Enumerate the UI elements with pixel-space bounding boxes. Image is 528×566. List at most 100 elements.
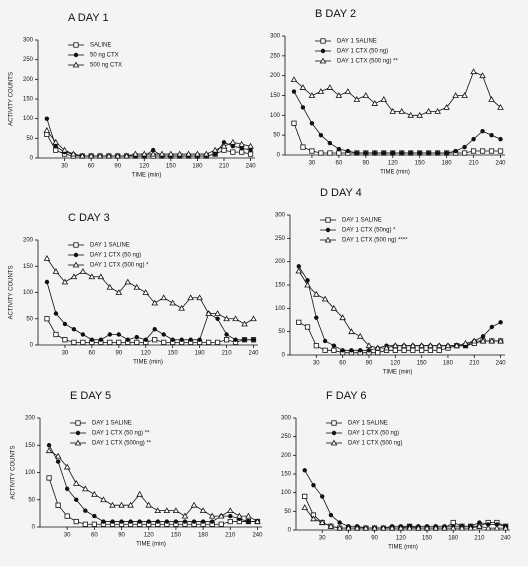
marker (80, 339, 86, 345)
marker (91, 490, 98, 497)
marker (127, 501, 134, 508)
marker (82, 485, 89, 492)
x-axis-label: TIME (min) (388, 545, 418, 551)
marker (221, 140, 227, 145)
marker (299, 84, 307, 90)
x-tick-label: 30 (313, 361, 320, 367)
x-tick-label: 30 (309, 161, 316, 167)
marker (479, 148, 486, 154)
marker (291, 120, 297, 126)
marker (62, 337, 68, 343)
x-tick-label: 180 (195, 351, 206, 357)
legend-label: DAY 1 CTX (500 ng) * (90, 263, 149, 269)
marker (320, 38, 326, 44)
marker (106, 283, 114, 290)
marker (70, 150, 77, 157)
marker (224, 332, 229, 337)
y-tick-label: 200 (23, 238, 34, 244)
marker (441, 524, 448, 531)
x-tick-label: 210 (225, 533, 236, 539)
marker (246, 519, 251, 524)
marker (98, 337, 104, 342)
marker (145, 501, 153, 508)
marker (436, 347, 442, 353)
y-tick-label: 50 (278, 329, 285, 335)
marker (497, 337, 504, 344)
marker (337, 520, 342, 525)
marker (61, 278, 69, 285)
marker (134, 334, 139, 340)
marker (497, 103, 504, 110)
marker (318, 519, 326, 525)
y-tick-label: 300 (275, 213, 286, 219)
marker (320, 48, 326, 54)
marker (366, 348, 372, 353)
marker (110, 519, 115, 524)
marker (400, 342, 408, 349)
marker (187, 294, 194, 301)
marker (71, 339, 77, 345)
marker (132, 150, 139, 157)
marker (203, 150, 210, 157)
marker (228, 513, 233, 519)
marker (230, 149, 236, 155)
x-tick-label: 30 (62, 351, 69, 357)
marker (124, 278, 132, 285)
marker (70, 273, 78, 280)
marker (461, 150, 468, 156)
marker (489, 324, 495, 330)
marker (380, 96, 388, 102)
y-tick-label: 300 (270, 34, 281, 40)
marker (415, 524, 422, 531)
marker (320, 494, 325, 499)
legend-label: DAY 1 CTX (500 ng) (348, 441, 402, 447)
marker (309, 121, 315, 126)
y-tick-label: 50 (26, 136, 33, 142)
marker (452, 92, 459, 98)
marker (155, 519, 160, 524)
marker (115, 289, 123, 295)
marker (152, 337, 158, 343)
legend-label: DAY 1 SALINE (348, 421, 388, 427)
marker (327, 150, 333, 156)
marker (302, 493, 308, 500)
marker (107, 332, 113, 337)
marker (133, 283, 141, 290)
y-axis-label: ACTIVITY COUNTS (11, 446, 17, 500)
marker (188, 337, 193, 342)
y-tick-label: 100 (25, 470, 36, 476)
marker (443, 103, 450, 110)
marker (295, 267, 303, 274)
marker (488, 96, 495, 102)
marker (390, 150, 395, 156)
data-line (48, 450, 258, 522)
panel-title: C DAY 3 (68, 212, 110, 224)
marker (73, 242, 79, 248)
marker (181, 512, 189, 519)
marker (330, 304, 338, 311)
legend-label: DAY 1 CTX (50 ng) (90, 253, 141, 259)
marker (72, 61, 80, 68)
legend-label: DAY 1 CTX (500 ng) **** (342, 238, 408, 244)
y-tick-label: 150 (281, 472, 292, 478)
marker (206, 339, 212, 345)
marker (100, 496, 107, 503)
x-tick-label: 240 (496, 361, 507, 367)
marker (241, 320, 248, 327)
y-tick-label: 250 (281, 434, 292, 440)
y-tick-label: 200 (23, 77, 34, 83)
marker (408, 150, 413, 156)
y-tick-label: 0 (288, 528, 292, 534)
panel: B DAY 2 0 50 100 150 200 250 300 30 60 90 120 150 180… (270, 8, 506, 176)
x-tick-label: 180 (442, 161, 453, 167)
x-tick-label: 240 (501, 536, 512, 542)
marker (205, 310, 212, 316)
marker (64, 513, 70, 519)
marker (223, 315, 230, 322)
marker (336, 524, 343, 531)
x-tick-label: 90 (371, 536, 378, 542)
x-tick-label: 240 (496, 161, 507, 167)
marker (398, 107, 406, 114)
marker (353, 524, 361, 531)
x-tick-label: 60 (339, 361, 346, 367)
